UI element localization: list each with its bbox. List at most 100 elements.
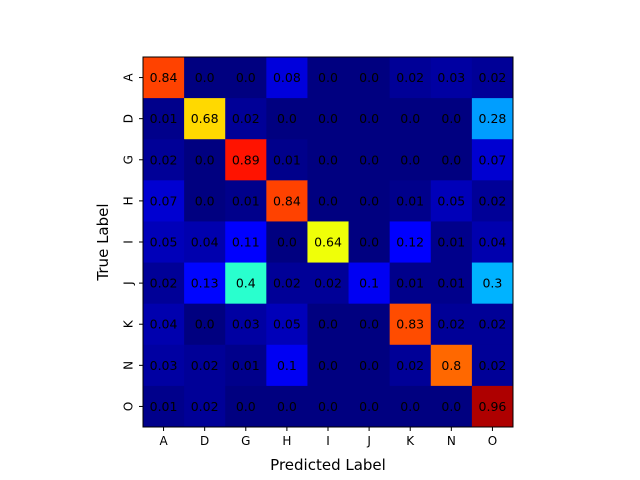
heatmap-cell-label: 0.68 [191, 111, 219, 126]
heatmap-cell [348, 262, 391, 305]
heatmap-cell [225, 139, 267, 181]
heatmap-cell-label: 0.0 [277, 111, 297, 126]
heatmap-cell [471, 57, 514, 99]
heatmap-cell-label: 0.0 [277, 399, 297, 414]
heatmap-cell-label: 0.83 [396, 317, 424, 332]
heatmap-cell-label: 0.0 [359, 70, 379, 85]
heatmap-cell [389, 180, 432, 222]
heatmap-cell [348, 303, 391, 346]
heatmap-cell-label: 0.02 [273, 276, 301, 291]
heatmap-cell-label: 0.1 [359, 276, 379, 291]
heatmap-cell [307, 303, 350, 346]
heatmap-cell-label: 0.05 [437, 193, 465, 208]
heatmap-cell [430, 221, 473, 264]
heatmap-cell-label: 0.0 [400, 111, 420, 126]
heatmap-cell-label: 0.04 [479, 235, 507, 250]
heatmap-cell-label: 0.01 [437, 235, 465, 250]
heatmap-cell [184, 385, 226, 428]
heatmap-cell-label: 0.01 [396, 193, 424, 208]
heatmap-cell-label: 0.05 [150, 235, 178, 250]
heatmap-cell [143, 221, 185, 264]
heatmap-cell-label: 0.0 [236, 399, 256, 414]
heatmap-cell [430, 262, 473, 305]
heatmap-cell [307, 385, 350, 428]
heatmap-cell [225, 262, 267, 305]
y-axis-ticks: A D G H I J K N O [122, 73, 143, 411]
heatmap-cell-label: 0.0 [441, 399, 461, 414]
heatmap-cell-label: 0.01 [273, 152, 301, 167]
heatmap-cell-label: 0.01 [396, 276, 424, 291]
heatmap-cell-label: 0.02 [232, 111, 260, 126]
heatmap-cell [143, 344, 185, 387]
heatmap-cell [430, 98, 473, 140]
heatmap-cell [348, 221, 391, 264]
heatmap-cell [471, 139, 514, 181]
heatmap-cell-label: 0.0 [318, 111, 338, 126]
heatmap-cell [348, 98, 391, 140]
y-tick-label: J [122, 281, 136, 286]
heatmap-cell-label: 0.0 [195, 70, 215, 85]
heatmap-cell-label: 0.0 [441, 111, 461, 126]
heatmap-cell-label: 0.0 [441, 152, 461, 167]
heatmap-cell [266, 98, 308, 140]
heatmap-cell-label: 0.0 [400, 399, 420, 414]
heatmap-cell-label: 0.0 [359, 152, 379, 167]
heatmap-cell-label: 0.02 [479, 317, 507, 332]
heatmap-cell [471, 303, 514, 346]
heatmap-cell-label: 0.02 [479, 193, 507, 208]
heatmap-cell [348, 57, 391, 99]
heatmap-cell [307, 180, 350, 222]
heatmap-cell-labels: 0.84 0.0 0.0 0.08 0.0 0.0 0.02 0.03 0.02 0.01 0.68… [150, 70, 507, 414]
heatmap-cell [430, 180, 473, 222]
heatmap-cell-label: 0.01 [150, 399, 178, 414]
heatmap-cell [348, 344, 391, 387]
heatmap-cell-label: 0.0 [195, 152, 215, 167]
heatmap-cell-label: 0.64 [314, 235, 342, 250]
heatmap-cell-label: 0.0 [359, 111, 379, 126]
y-tick-label: A [122, 73, 136, 82]
heatmap-cell-label: 0.02 [191, 358, 219, 373]
heatmap-cell-label: 0.02 [150, 276, 178, 291]
x-tick-label: A [159, 434, 168, 448]
heatmap-cell [307, 139, 350, 181]
heatmap-cell [143, 303, 185, 346]
heatmap-cell [143, 385, 185, 428]
heatmap-cell [471, 180, 514, 222]
heatmap-cell-label: 0.07 [479, 152, 507, 167]
heatmap-cell [389, 221, 432, 264]
heatmap-cell [184, 57, 226, 99]
heatmap-cells [143, 57, 514, 428]
heatmap-cell [389, 57, 432, 99]
heatmap-cell [348, 180, 391, 222]
heatmap-cell [307, 221, 350, 264]
x-tick-label: I [326, 434, 330, 448]
heatmap-cell-label: 0.0 [359, 358, 379, 373]
heatmap-cell-label: 0.02 [396, 358, 424, 373]
heatmap-cell-label: 0.4 [236, 276, 256, 291]
heatmap-cell-label: 0.02 [314, 276, 342, 291]
heatmap-cell [389, 262, 432, 305]
heatmap-cell-label: 0.02 [150, 152, 178, 167]
heatmap-cell [266, 180, 308, 222]
heatmap-cell [184, 303, 226, 346]
heatmap-cell [389, 344, 432, 387]
heatmap-cell-label: 0.0 [359, 317, 379, 332]
heatmap-cell [307, 262, 350, 305]
heatmap-cell [225, 385, 267, 428]
heatmap-cell [430, 303, 473, 346]
heatmap-cell [225, 98, 267, 140]
x-tick-label: D [200, 434, 209, 448]
heatmap-cell [184, 180, 226, 222]
heatmap-cell [225, 303, 267, 346]
heatmap-cell-label: 0.0 [359, 193, 379, 208]
y-tick-label: D [122, 114, 136, 123]
y-tick-label: G [122, 155, 136, 164]
heatmap-cell-label: 0.04 [191, 235, 219, 250]
heatmap-cell-label: 0.03 [150, 358, 178, 373]
x-axis-label: Predicted Label [270, 456, 386, 474]
heatmap-cell-label: 0.05 [273, 317, 301, 332]
heatmap-cell [266, 344, 308, 387]
heatmap-cell-label: 0.0 [195, 317, 215, 332]
heatmap-cell-label: 0.1 [277, 358, 297, 373]
x-tick-label: N [447, 434, 456, 448]
